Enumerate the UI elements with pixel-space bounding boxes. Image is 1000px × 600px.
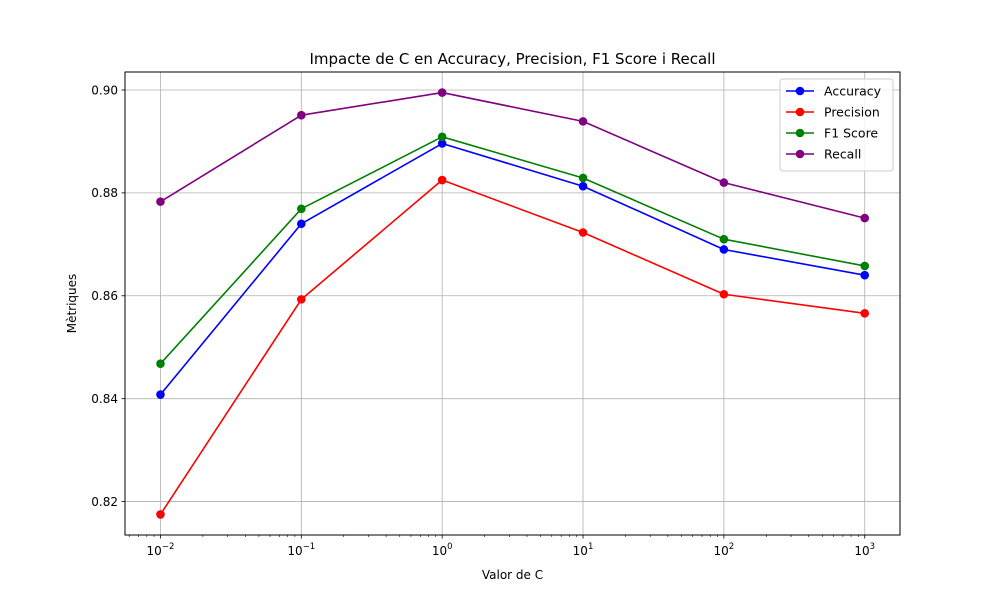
- data-point-f1-score: [156, 359, 165, 368]
- legend-item-precision: Precision: [786, 105, 880, 120]
- y-tick-label: 0.90: [91, 83, 118, 97]
- data-point-recall: [156, 197, 165, 206]
- x-tick-label: 100: [432, 542, 453, 558]
- data-point-precision: [860, 308, 870, 318]
- series-line-recall: [160, 91, 865, 219]
- legend: Accuracy Precision F1 Score Recall: [779, 78, 894, 172]
- legend-swatch-marker: [795, 86, 805, 96]
- legend-swatch-marker: [795, 128, 805, 138]
- series-group: [156, 88, 870, 519]
- data-point-recall: [297, 110, 306, 120]
- x-tick-label-base: 10: [287, 544, 302, 558]
- series-line-f1-score: [159, 136, 865, 365]
- data-point-recall: [719, 178, 729, 187]
- y-tick-label: 0.86: [91, 289, 118, 303]
- y-axis-title: Mètriques: [65, 274, 79, 334]
- data-point-accuracy: [578, 181, 588, 191]
- x-tick-label-base: 10: [573, 544, 588, 558]
- x-axis-title: Valor de C: [482, 568, 543, 582]
- data-point-recall: [860, 213, 870, 223]
- data-point-f1-score: [719, 234, 729, 244]
- legend-label: Accuracy: [824, 84, 882, 99]
- x-tick-label: 102: [714, 542, 735, 558]
- legend-box: [779, 78, 894, 172]
- series-line-accuracy: [159, 142, 865, 396]
- x-tick-label: 101: [573, 542, 594, 558]
- y-tick-label: 0.82: [91, 495, 118, 509]
- data-point-accuracy: [156, 390, 165, 399]
- x-tick-label-exponent: −2: [162, 542, 175, 552]
- data-point-precision: [297, 295, 306, 304]
- legend-item-accuracy: Accuracy: [786, 84, 882, 99]
- data-point-recall: [437, 88, 447, 97]
- x-tick-label-exponent: 1: [588, 542, 593, 552]
- data-point-f1-score: [860, 261, 870, 271]
- x-tick-label-base: 10: [432, 544, 447, 558]
- legend-label: Recall: [824, 147, 861, 162]
- y-tick-label: 0.84: [91, 392, 118, 406]
- x-tick-label-exponent: 3: [870, 542, 875, 552]
- x-tick-label: 10−2: [147, 542, 175, 558]
- data-point-f1-score: [297, 204, 306, 214]
- series-f1-score: [156, 132, 870, 368]
- x-tick-label-exponent: 2: [729, 542, 734, 552]
- x-tick-label-base: 10: [854, 544, 869, 558]
- data-point-recall: [578, 117, 588, 126]
- x-tick-label-base: 10: [714, 544, 729, 558]
- legend-label: Precision: [824, 105, 880, 120]
- data-point-precision: [719, 289, 729, 299]
- y-axis-ticks: 0.82 0.84 0.86 0.88 0.90: [91, 83, 125, 509]
- data-point-accuracy: [719, 245, 729, 254]
- x-tick-label: 103: [854, 542, 875, 558]
- y-tick-label: 0.88: [91, 186, 118, 200]
- x-tick-label-base: 10: [147, 544, 162, 558]
- x-tick-label-exponent: −1: [303, 542, 316, 552]
- legend-swatch-marker: [795, 107, 805, 117]
- data-point-accuracy: [860, 270, 870, 280]
- plot-frame: [124, 71, 901, 536]
- data-point-precision: [437, 175, 447, 185]
- legend-item-f1-score: F1 Score: [786, 126, 878, 141]
- legend-swatch-marker: [795, 149, 805, 159]
- series-accuracy: [156, 139, 870, 399]
- data-point-precision: [156, 510, 165, 519]
- data-point-f1-score: [437, 132, 447, 142]
- legend-item-recall: Recall: [786, 147, 861, 162]
- x-tick-label: 10−1: [287, 542, 315, 558]
- legend-label: F1 Score: [824, 126, 878, 141]
- data-point-accuracy: [437, 139, 447, 148]
- data-point-accuracy: [297, 219, 306, 229]
- x-tick-label-exponent: 0: [447, 542, 452, 552]
- series-line-precision: [159, 179, 865, 515]
- series-recall: [156, 88, 870, 223]
- series-precision: [156, 175, 870, 519]
- data-point-f1-score: [578, 173, 588, 183]
- data-point-precision: [578, 228, 588, 237]
- chart-title: Impacte de C en Accuracy, Precision, F1 …: [309, 50, 715, 68]
- x-axis-ticks: 10−2 10−1 100 101 102 103: [147, 535, 875, 558]
